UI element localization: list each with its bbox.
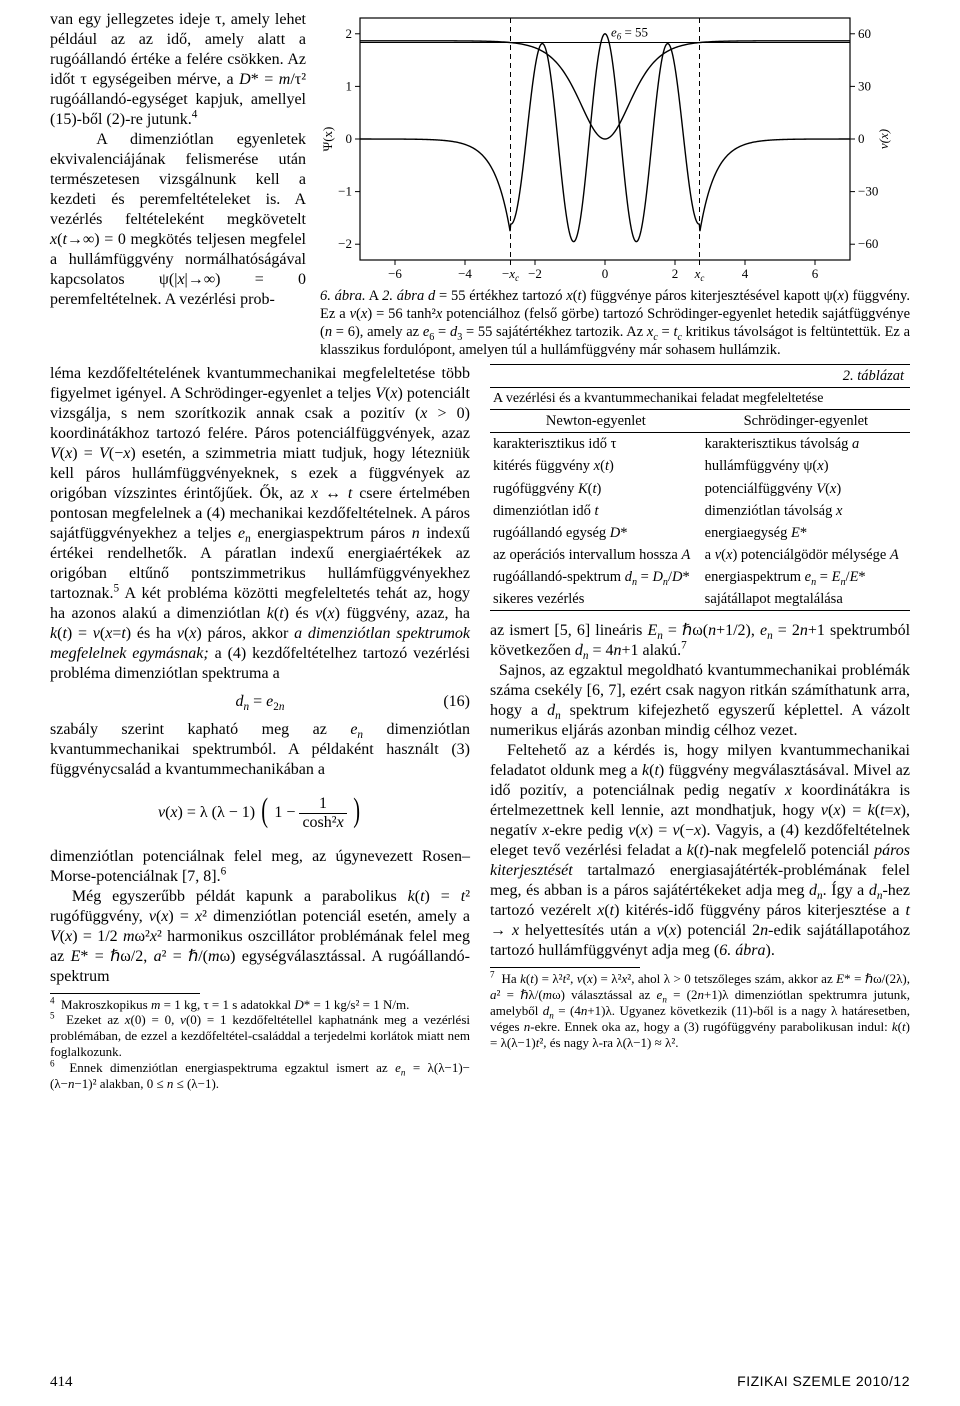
table-cell: potenciálfüggvény V(x)	[702, 478, 910, 500]
body-paragraph-3: dimenziótlan potenciálnak felel meg, az …	[50, 847, 470, 887]
table-cell: energiaegység E*	[702, 522, 910, 544]
svg-text:−2: −2	[528, 266, 542, 281]
equation-16: dn = e2n (16)	[50, 692, 470, 712]
svg-text:0: 0	[346, 131, 353, 146]
svg-text:4: 4	[742, 266, 749, 281]
svg-text:xc: xc	[694, 266, 705, 283]
svg-text:−6: −6	[388, 266, 402, 281]
table-cell: karakterisztikus idő τ	[490, 433, 702, 456]
table-cell: rugófüggvény K(t)	[490, 478, 702, 500]
svg-text:−4: −4	[458, 266, 472, 281]
right-paragraph-c: Feltehető az a kérdés is, hogy milyen kv…	[490, 741, 910, 961]
table-cell: dimenziótlan távolság x	[702, 500, 910, 522]
figure-6-caption: 6. ábra. A 2. ábra d = 55 értékhez tarto…	[320, 287, 910, 360]
equation-rosen-morse: v(x) = λ (λ − 1) ( 1 − 1cosh²x )	[50, 796, 470, 831]
body-paragraph-2: szabály szerint kapható meg az en dimenz…	[50, 720, 470, 780]
table-2-head-right: Schrödinger-egyenlet	[702, 410, 910, 433]
right-paragraph-b: Sajnos, az egzaktul megoldható kvantumme…	[490, 661, 910, 741]
table-2-head-left: Newton-egyenlet	[490, 410, 702, 433]
svg-text:6: 6	[812, 266, 819, 281]
table-cell: energiaspektrum en = En/E*	[702, 566, 910, 588]
table-cell: dimenziótlan idő t	[490, 500, 702, 522]
footnotes-left: 4 Makroszkopikus m = 1 kg, τ = 1 s adato…	[50, 997, 470, 1092]
svg-text:2: 2	[672, 266, 679, 281]
svg-text:v(x): v(x)	[876, 129, 891, 149]
figure-6: −6 −4 −2 0 2 4 6 −xc xc x −2 −1 0 1 2 −60 −30 0 30 60 Ψ(x) v(…	[320, 10, 910, 360]
svg-text:−2: −2	[338, 236, 352, 251]
svg-text:1: 1	[346, 78, 353, 93]
page-footer: 414 FIZIKAI SZEMLE 2010/12	[50, 1373, 910, 1392]
svg-text:−30: −30	[858, 184, 878, 199]
table-cell: karakterisztikus távolság a	[702, 433, 910, 456]
page-number: 414	[50, 1373, 73, 1392]
left-narrow-column: van egy jellegzetes ideje τ, amely lehet…	[50, 10, 306, 310]
right-paragraph-a: az ismert [5, 6] lineáris En = ℏω(n+1/2)…	[490, 621, 910, 661]
left-footnotes-block: 4 Makroszkopikus m = 1 kg, τ = 1 s adato…	[50, 993, 470, 1092]
table-2: 2. táblázat A vezérlési és a kvantummech…	[490, 364, 910, 612]
table-cell: sikeres vezérlés	[490, 588, 702, 611]
body-paragraph-1: léma kezdőfeltételének kvantummechanikai…	[50, 364, 470, 684]
table-cell: hullámfüggvény ψ(x)	[702, 455, 910, 477]
svg-text:−1: −1	[338, 184, 352, 199]
two-column-body: léma kezdőfeltételének kvantummechanikai…	[50, 364, 910, 1092]
figure-6-svg: −6 −4 −2 0 2 4 6 −xc xc x −2 −1 0 1 2 −60 −30 0 30 60 Ψ(x) v(…	[320, 10, 910, 285]
svg-text:−60: −60	[858, 236, 878, 251]
journal-name: FIZIKAI SZEMLE 2010/12	[737, 1373, 910, 1391]
table-cell: az operációs intervallum hossza A	[490, 544, 702, 566]
right-footnotes-block: 7 Ha k(t) = λ²t², v(x) = λ²x², ahol λ > …	[490, 967, 910, 1050]
table-cell: kitérés függvény x(t)	[490, 455, 702, 477]
svg-text:e6 = 55: e6 = 55	[611, 25, 648, 42]
svg-text:0: 0	[602, 266, 609, 281]
equation-16-number: (16)	[443, 692, 470, 712]
table-cell: a v(x) potenciálgödör mélysége A	[702, 544, 910, 566]
svg-text:−xc: −xc	[502, 266, 519, 283]
svg-text:2: 2	[346, 26, 353, 41]
footnotes-right: 7 Ha k(t) = λ²t², v(x) = λ²x², ahol λ > …	[490, 971, 910, 1050]
table-cell: sajátállapot megtalálása	[702, 588, 910, 611]
svg-text:0: 0	[858, 131, 865, 146]
svg-text:Ψ(x): Ψ(x)	[320, 127, 335, 152]
table-cell: rugóállandó-spektrum dn = Dn/D*	[490, 566, 702, 588]
svg-text:x: x	[601, 282, 608, 285]
table-cell: rugóállandó egység D*	[490, 522, 702, 544]
svg-text:60: 60	[858, 26, 871, 41]
body-paragraph-4: Még egyszerűbb példát kapunk a parabolik…	[50, 887, 470, 987]
svg-text:30: 30	[858, 78, 871, 93]
table-2-subtitle: A vezérlési és a kvantummechanikai felad…	[490, 387, 910, 410]
table-2-title: 2. táblázat	[490, 364, 910, 387]
